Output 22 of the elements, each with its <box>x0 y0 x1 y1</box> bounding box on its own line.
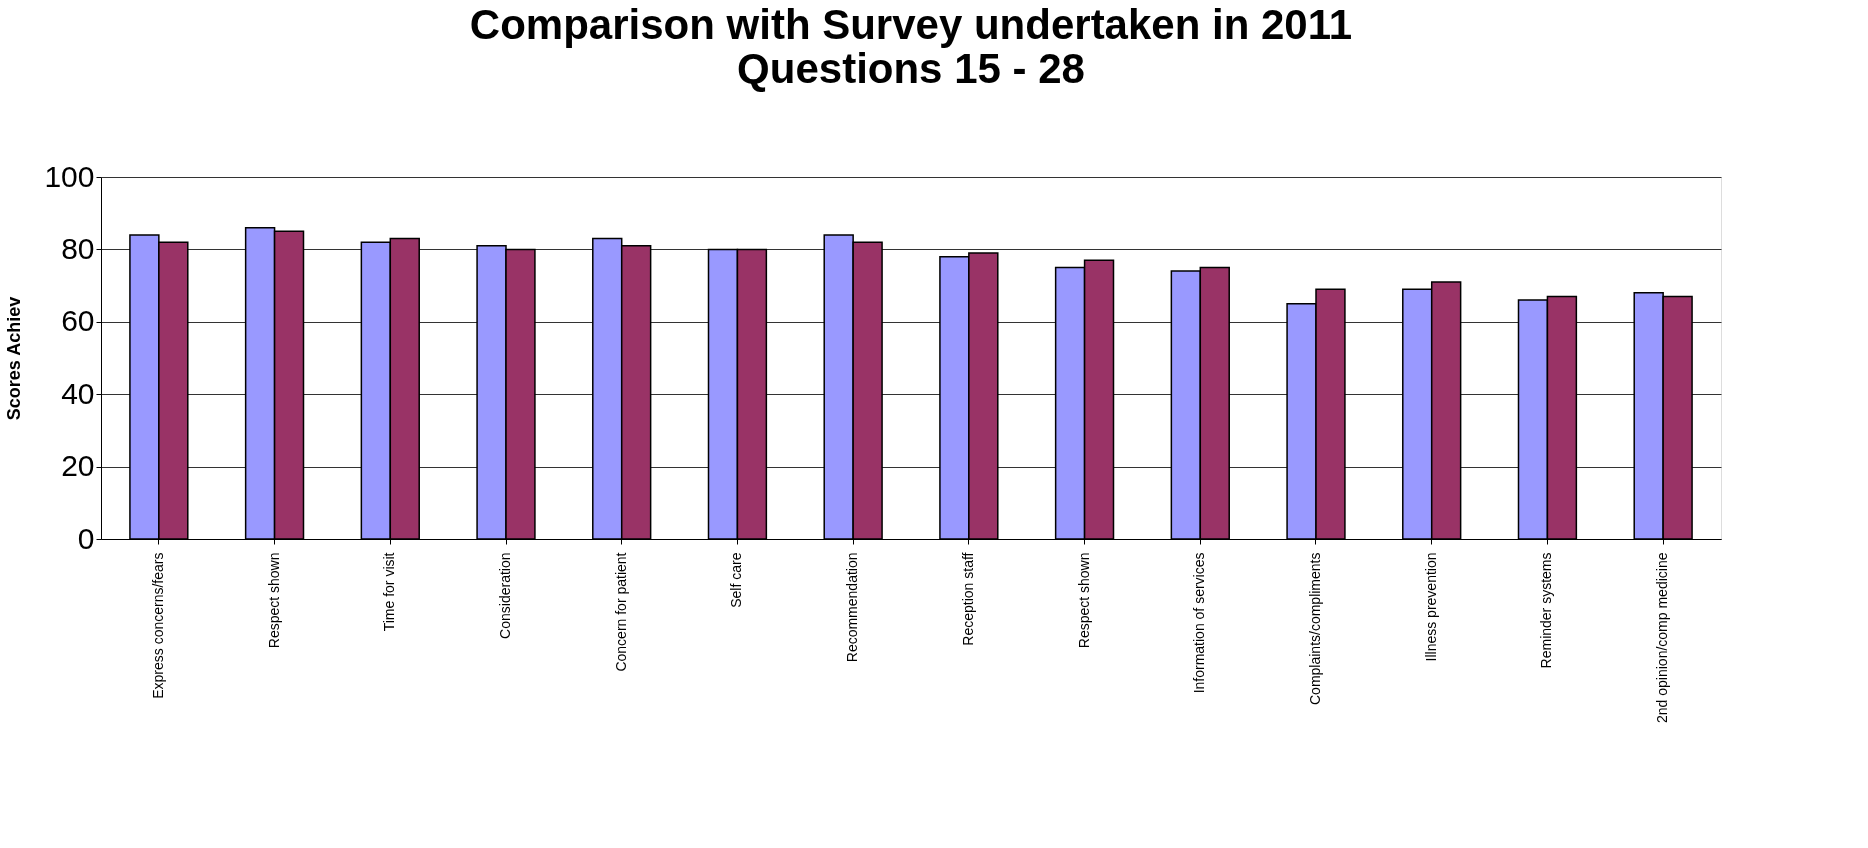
x-tick-label: Reception staff <box>959 552 976 646</box>
x-tick-label: Recommendation <box>844 552 861 663</box>
x-tick-label: Consideration <box>497 552 513 639</box>
x-tick-label: Illness prevention <box>1422 552 1439 662</box>
x-tick-label: Concern for patient <box>612 552 629 672</box>
y-axis-title: Scores Achiev <box>4 296 25 421</box>
x-tick-label: 2nd opinion/comp medicine <box>1654 552 1671 723</box>
x-tick-label: Complaints/compliments <box>1307 552 1323 705</box>
x-tick-label: Respect shown <box>1075 552 1092 649</box>
y-tick-label: 20 <box>61 449 95 483</box>
y-tick-label: 40 <box>61 376 95 410</box>
y-tick-label: 80 <box>61 231 95 265</box>
y-tick-label: 60 <box>61 304 95 338</box>
y-tick-label: 100 <box>44 159 95 193</box>
x-tick-label: Self care <box>728 552 745 608</box>
x-tick-label: Express concerns/fears <box>149 552 166 699</box>
text: Comparison with Survey undertaken in 2011 <box>469 1 1353 48</box>
y-tick-label: 0 <box>77 521 95 555</box>
x-tick-label: Reminder systems <box>1538 552 1555 669</box>
x-tick-label: Information of services <box>1191 552 1208 694</box>
x-tick-label: Time for visit <box>381 552 398 632</box>
x-tick-label: Respect shown <box>265 552 282 649</box>
